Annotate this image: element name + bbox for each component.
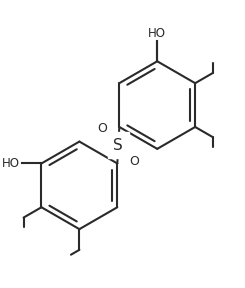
Text: HO: HO [148,27,166,40]
Text: O: O [130,155,140,168]
Text: HO: HO [2,157,20,170]
Text: O: O [97,122,107,135]
Text: S: S [113,138,123,153]
